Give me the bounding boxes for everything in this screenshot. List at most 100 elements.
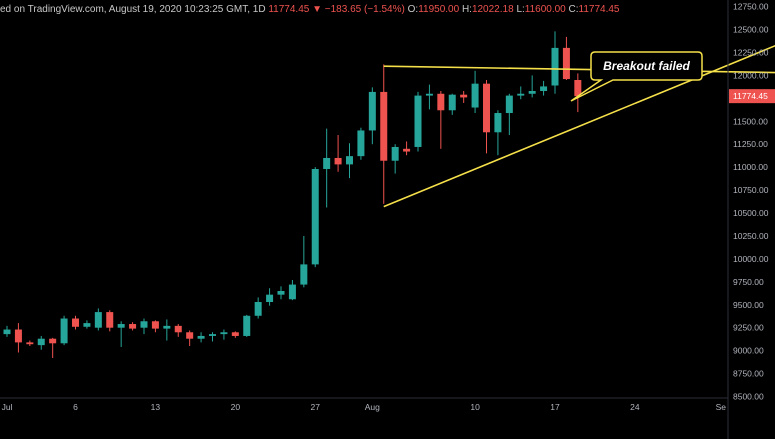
candle-body (254, 302, 262, 316)
candle-body (197, 335, 205, 339)
candle (357, 127, 365, 160)
candle (471, 70, 479, 114)
candle-body (94, 312, 102, 328)
time-tick-label: Aug (365, 402, 380, 412)
price-tick-label: 12250.00 (733, 47, 769, 57)
candle (3, 325, 11, 337)
candle (368, 87, 376, 145)
candle (14, 323, 22, 353)
candle-body (163, 325, 171, 329)
candle (26, 340, 34, 347)
candle (528, 75, 536, 98)
candle (254, 297, 262, 319)
candle (37, 335, 45, 350)
callout-box (570, 51, 703, 102)
candle-body (403, 148, 411, 152)
candle-body (60, 318, 68, 344)
candle (437, 91, 445, 149)
candle-body (323, 157, 331, 169)
time-tick-label: 20 (231, 402, 241, 412)
current-price-tag-box (729, 89, 775, 104)
candle (266, 288, 274, 306)
candle-body (151, 321, 159, 329)
candle-body (220, 332, 228, 335)
header-high-label: H: (461, 4, 472, 15)
candle (562, 36, 570, 80)
candle-body (528, 91, 536, 94)
candle (140, 318, 148, 335)
price-tick-label: 11000.00 (733, 162, 768, 172)
candle (72, 315, 79, 330)
current-price-label: 11774.45 (733, 91, 768, 101)
candle (574, 73, 582, 113)
candle (186, 330, 194, 347)
candle (505, 93, 513, 136)
candle (129, 322, 137, 331)
breakout-callout: Breakout failed (570, 51, 703, 102)
trendlines-layer (383, 42, 775, 208)
price-tick-label: 11500.00 (733, 116, 768, 126)
candle (60, 315, 68, 346)
candle (517, 86, 525, 100)
time-tick-label: 17 (550, 402, 560, 412)
candle (94, 308, 102, 331)
chart-header: ed on TradingView.com, August 19, 2020 1… (0, 4, 620, 15)
candle-body (266, 294, 274, 303)
candle-body (494, 113, 502, 133)
header-open-label: O: (407, 4, 419, 15)
candle-body (37, 338, 45, 346)
header-low: 11600.00 (524, 4, 566, 15)
price-tick-label: 9000.00 (733, 346, 764, 356)
candle-body (231, 332, 239, 336)
price-tick-label: 10250.00 (733, 231, 769, 241)
candle-body (129, 324, 137, 329)
candle (243, 314, 251, 337)
candle-body (437, 93, 445, 111)
candle-body (26, 342, 34, 345)
candle-body (448, 94, 456, 111)
time-tick-label: 13 (151, 402, 161, 412)
candle (460, 91, 468, 103)
candle (483, 79, 490, 154)
callout-text: Breakout failed (603, 59, 690, 73)
candle (220, 329, 228, 340)
candle (106, 310, 114, 332)
trendline-upper[interactable] (383, 65, 775, 74)
candle-body (186, 332, 194, 339)
header-source: ed on TradingView.com, August 19, 2020 1… (0, 4, 248, 15)
candle-body (551, 47, 559, 86)
candle (414, 91, 422, 152)
candle (83, 320, 91, 329)
candle-body (209, 334, 216, 336)
price-tick-label: 10500.00 (733, 208, 769, 218)
candle (311, 167, 319, 268)
header-close: 11774.45 (578, 4, 620, 15)
candle (425, 84, 433, 110)
candle (117, 321, 125, 347)
candle (300, 235, 308, 288)
candle-body (14, 329, 22, 343)
trendline-lower[interactable] (383, 42, 775, 208)
header-open: 11950.00 (418, 4, 460, 15)
candle-body (368, 91, 376, 131)
candle (231, 331, 239, 338)
candle-body (106, 312, 114, 328)
price-tick-label: 11250.00 (733, 139, 768, 149)
header-down-arrow-icon: ▼ (312, 4, 322, 15)
header-close-label: C: (568, 4, 579, 15)
price-tick-label: 9750.00 (733, 277, 764, 287)
header-change: −183.65 (−1.54%) (324, 4, 405, 15)
candle-body (72, 318, 79, 327)
candle-body (334, 157, 342, 165)
candle-body (380, 91, 388, 161)
candle (403, 141, 411, 156)
candle-body (483, 83, 490, 133)
candle-body (391, 146, 399, 161)
time-axis[interactable]: Jul 6 13 20 27 Aug 10 17 24 Se (0, 397, 728, 412)
candle (209, 332, 216, 342)
price-tick-label: 12500.00 (733, 25, 769, 35)
price-axis[interactable]: 12750.00 12500.00 12250.00 12000.00 11500.00… (727, 0, 769, 439)
price-tick-label: 10750.00 (733, 185, 769, 195)
candle-body (414, 95, 422, 147)
